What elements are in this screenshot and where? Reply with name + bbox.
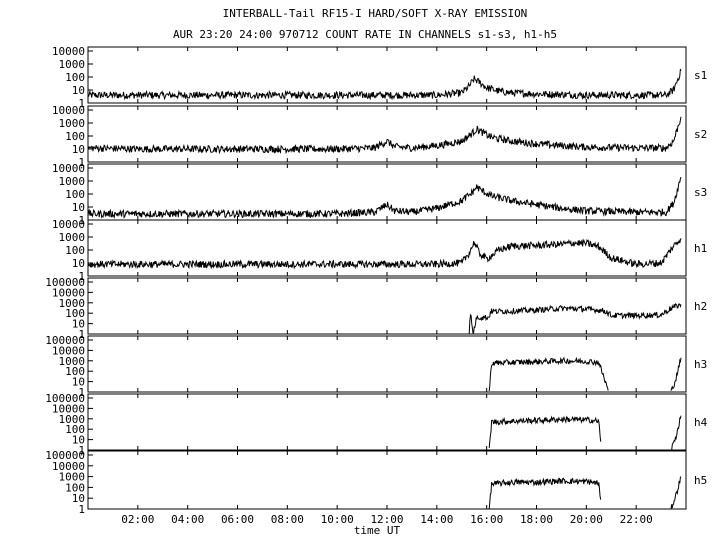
y-tick-label-h5: 1000 bbox=[59, 471, 86, 484]
channel-label-h3: h3 bbox=[694, 358, 707, 371]
y-tick-label-h5: 10 bbox=[72, 492, 85, 505]
x-tick-label: 16:00 bbox=[470, 513, 503, 526]
series-line-s3 bbox=[87, 176, 682, 220]
x-tick-label: 18:00 bbox=[520, 513, 553, 526]
y-tick-label-s3: 1000 bbox=[59, 175, 86, 188]
channel-label-s3: s3 bbox=[694, 186, 707, 199]
series-line-h3 bbox=[488, 356, 682, 392]
y-tick-label-h3: 10 bbox=[72, 376, 85, 389]
y-tick-label-h4: 1000 bbox=[59, 413, 86, 426]
y-tick-label-s1: 10000 bbox=[52, 45, 85, 58]
y-tick-label-h5: 10000 bbox=[52, 460, 85, 473]
y-tick-label-h1: 10000 bbox=[52, 218, 85, 231]
chart-title: INTERBALL-Tail RF15-I HARD/SOFT X-RAY EM… bbox=[222, 7, 528, 20]
panel-frame-h2 bbox=[87, 277, 687, 335]
y-tick-label-h2: 10 bbox=[72, 318, 85, 331]
y-tick-label-h4: 10 bbox=[72, 434, 85, 447]
y-tick-label-h3: 1 bbox=[78, 386, 85, 399]
x-tick-label: 02:00 bbox=[121, 513, 154, 526]
y-tick-label-s1: 1 bbox=[78, 97, 85, 110]
chart-subtitle: AUR 23:20 24:00 970712 COUNT RATE IN CHA… bbox=[172, 28, 558, 41]
y-tick-label-h5: 1 bbox=[78, 503, 85, 516]
x-tick-label: 06:00 bbox=[221, 513, 254, 526]
y-tick-label-s3: 1 bbox=[78, 214, 85, 227]
y-tick-label-h1: 1 bbox=[78, 270, 85, 283]
y-tick-label-s2: 10 bbox=[72, 143, 85, 156]
channel-label-s2: s2 bbox=[694, 128, 707, 141]
x-tick-label: 10:00 bbox=[321, 513, 354, 526]
x-tick-label: 04:00 bbox=[171, 513, 204, 526]
panel-frame-h5 bbox=[87, 450, 687, 510]
y-tick-label-s1: 10 bbox=[72, 84, 85, 97]
panel-frame-h1 bbox=[87, 219, 687, 277]
y-tick-label-s2: 1 bbox=[78, 156, 85, 169]
channel-label-h2: h2 bbox=[694, 300, 707, 313]
y-tick-label-h4: 10000 bbox=[52, 402, 85, 415]
x-tick-label: 20:00 bbox=[570, 513, 603, 526]
y-tick-label-h5: 100 bbox=[65, 481, 85, 494]
series-line-h2 bbox=[468, 302, 682, 335]
series-line-s2 bbox=[87, 116, 682, 155]
y-tick-label-s3: 10000 bbox=[52, 162, 85, 175]
y-tick-label-h5: 100000 bbox=[45, 449, 85, 462]
y-tick-label-h4: 1 bbox=[78, 444, 85, 457]
channel-label-s1: s1 bbox=[694, 69, 707, 82]
y-tick-label-h3: 100000 bbox=[45, 334, 85, 347]
panel-frame-s2 bbox=[87, 105, 687, 163]
y-tick-label-h4: 100 bbox=[65, 423, 85, 436]
y-tick-label-s3: 100 bbox=[65, 188, 85, 201]
y-tick-label-h2: 1 bbox=[78, 328, 85, 341]
y-tick-label-h2: 100000 bbox=[45, 276, 85, 289]
series-line-h5 bbox=[488, 476, 682, 510]
y-tick-label-s2: 10000 bbox=[52, 104, 85, 117]
x-tick-label: 22:00 bbox=[620, 513, 653, 526]
y-tick-label-h3: 100 bbox=[65, 365, 85, 378]
series-line-h1 bbox=[87, 238, 682, 270]
y-tick-label-s3: 10 bbox=[72, 201, 85, 214]
x-tick-label: 12:00 bbox=[370, 513, 403, 526]
y-tick-label-h4: 100000 bbox=[45, 392, 85, 405]
series-line-s1 bbox=[87, 68, 682, 101]
y-tick-label-h3: 10000 bbox=[52, 344, 85, 357]
y-tick-label-s1: 100 bbox=[65, 71, 85, 84]
y-tick-label-h1: 100 bbox=[65, 244, 85, 257]
y-tick-label-s2: 1000 bbox=[59, 117, 86, 130]
y-tick-label-h2: 100 bbox=[65, 307, 85, 320]
channel-label-h4: h4 bbox=[694, 416, 708, 429]
y-tick-label-h2: 1000 bbox=[59, 297, 86, 310]
channel-label-h1: h1 bbox=[694, 242, 707, 255]
y-tick-label-h1: 1000 bbox=[59, 231, 86, 244]
channel-label-h5: h5 bbox=[694, 474, 707, 487]
x-tick-label: 08:00 bbox=[271, 513, 304, 526]
y-tick-label-s1: 1000 bbox=[59, 58, 86, 71]
y-tick-label-h3: 1000 bbox=[59, 355, 86, 368]
x-axis-label: time UT bbox=[354, 524, 401, 537]
y-tick-label-h2: 10000 bbox=[52, 286, 85, 299]
y-tick-label-s2: 100 bbox=[65, 130, 85, 143]
y-tick-label-h1: 10 bbox=[72, 257, 85, 270]
series-line-h4 bbox=[488, 415, 682, 451]
x-tick-label: 14:00 bbox=[420, 513, 453, 526]
